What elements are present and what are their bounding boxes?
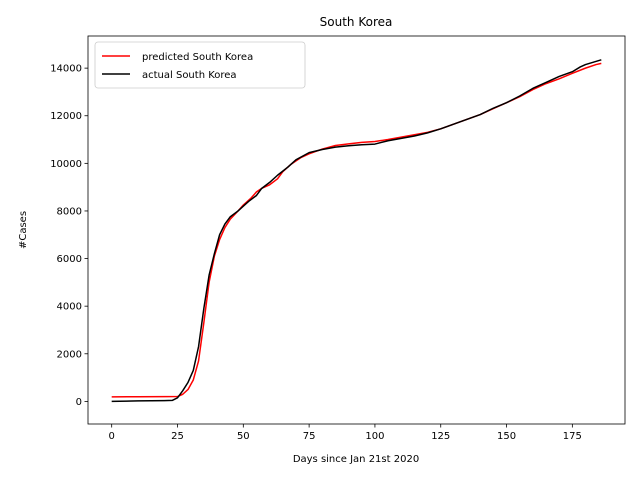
x-tick-label: 50	[237, 431, 250, 442]
legend-label: actual South Korea	[142, 70, 237, 81]
series-line-2	[111, 59, 602, 403]
plot-frame	[87, 35, 626, 425]
legend-box	[94, 41, 306, 89]
y-axis-label: #Cases	[18, 211, 29, 249]
y-tick-label: 4000	[57, 302, 82, 313]
legend-label: predicted South Korea	[142, 52, 253, 63]
y-tick-label: 6000	[57, 254, 82, 265]
y-tick-label: 0	[76, 397, 82, 408]
x-tick-label: 25	[171, 431, 184, 442]
y-tick-label: 10000	[50, 159, 82, 170]
y-tick-label: 8000	[57, 206, 82, 217]
y-tick-label: 12000	[50, 111, 82, 122]
x-tick-label: 0	[109, 431, 115, 442]
legend: predicted South Korea actual South Korea	[94, 41, 306, 89]
x-tick-label: 75	[303, 431, 316, 442]
y-tick-label: 2000	[57, 349, 82, 360]
x-tick-label: 125	[431, 431, 450, 442]
x-tick-label: 150	[497, 431, 516, 442]
x-axis-label: Days since Jan 21st 2020	[293, 454, 419, 465]
y-tick-label: 14000	[50, 64, 82, 75]
chart-title: South Korea	[320, 15, 393, 29]
x-tick-label: 100	[365, 431, 384, 442]
x-tick-label: 175	[563, 431, 582, 442]
plot-area: 0 25 50 75 100 125 150 175 0 2000 4000 6000 8000 1000…	[50, 35, 626, 442]
